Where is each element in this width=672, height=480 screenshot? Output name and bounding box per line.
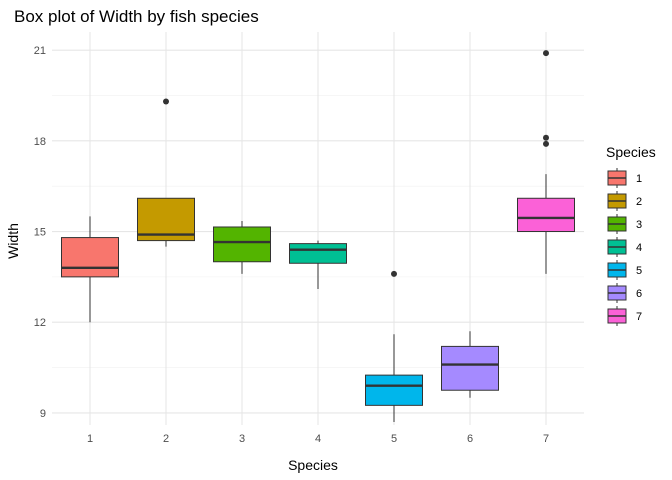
- box-4: [289, 240, 347, 289]
- chart-title: Box plot of Width by fish species: [14, 7, 259, 26]
- box-series: [61, 50, 575, 422]
- box-5: [365, 270, 423, 422]
- legend-item-6: 6: [607, 283, 642, 303]
- legend-label: 1: [636, 173, 642, 185]
- legend-label: 5: [636, 265, 642, 277]
- outlier-point: [391, 270, 397, 277]
- y-tick-label: 9: [40, 408, 46, 420]
- x-tick-label: 6: [467, 433, 473, 445]
- y-tick-label: 12: [34, 317, 46, 329]
- legend-label: 2: [636, 196, 642, 208]
- legend-item-2: 2: [607, 191, 642, 211]
- box-body: [441, 345, 499, 391]
- x-tick-label: 3: [239, 433, 245, 445]
- legend-item-1: 1: [607, 168, 642, 188]
- box-body: [365, 374, 423, 406]
- legend-item-4: 4: [607, 237, 642, 257]
- legend-item-3: 3: [607, 214, 642, 234]
- box-1: [61, 216, 119, 323]
- legend-label: 6: [636, 288, 642, 300]
- legend-label: 7: [636, 311, 642, 323]
- box-body: [213, 226, 271, 263]
- x-tick-label: 4: [315, 433, 321, 445]
- x-axis-ticks: 1 2 3 4 5 6 7: [87, 433, 549, 445]
- outlier-point: [543, 140, 549, 147]
- legend-item-5: 5: [607, 260, 642, 280]
- legend-title: Species: [606, 144, 656, 160]
- x-tick-label: 1: [87, 433, 93, 445]
- x-tick-label: 2: [163, 433, 169, 445]
- y-tick-label: 15: [34, 227, 46, 239]
- box-body: [517, 197, 575, 233]
- box-3: [213, 220, 271, 274]
- legend: Species 1 2 3 4 5 6 7: [606, 144, 656, 326]
- y-axis-title: Width: [5, 223, 21, 259]
- x-tick-label: 7: [543, 433, 549, 445]
- legend-item-7: 7: [607, 306, 642, 326]
- legend-label: 3: [636, 219, 642, 231]
- box-6: [441, 331, 499, 398]
- legend-label: 4: [636, 242, 642, 254]
- y-tick-label: 18: [34, 136, 46, 148]
- box-body: [289, 243, 347, 264]
- outlier-point: [543, 50, 549, 57]
- x-tick-label: 5: [391, 433, 397, 445]
- x-axis-title: Species: [288, 457, 338, 473]
- grid-lines: [52, 32, 584, 425]
- box-2: [137, 98, 195, 247]
- box-7: [517, 50, 575, 274]
- y-tick-label: 21: [34, 45, 46, 57]
- outlier-point: [163, 98, 169, 105]
- box-body: [61, 237, 119, 278]
- y-axis-ticks: 9 12 15 18 21: [34, 45, 46, 420]
- outlier-point: [543, 134, 549, 141]
